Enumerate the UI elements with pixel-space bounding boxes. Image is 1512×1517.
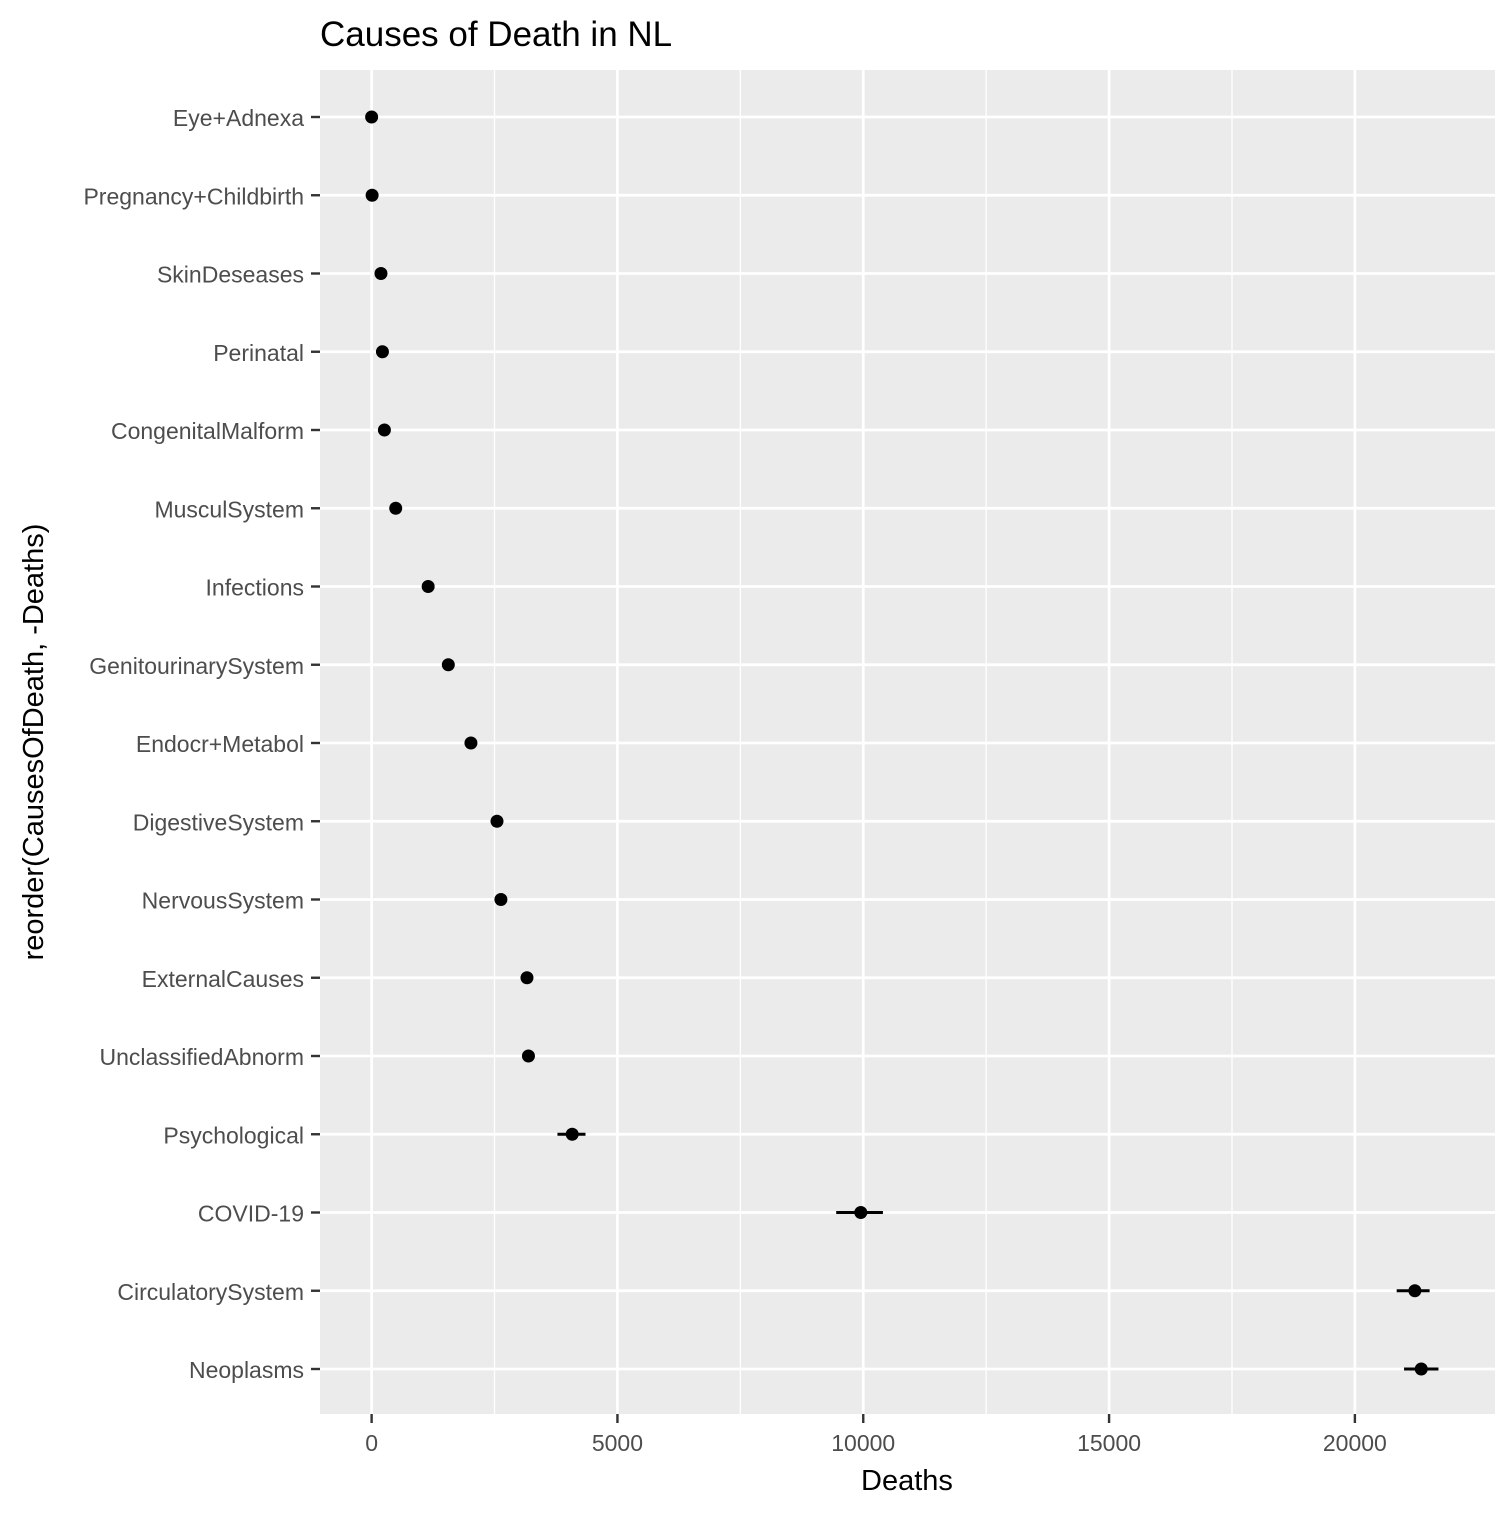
- y-tick-label: UnclassifiedAbnorm: [99, 1044, 304, 1070]
- data-point: [374, 267, 388, 280]
- data-points: [365, 110, 1428, 1376]
- y-tick-label: NervousSystem: [142, 888, 304, 914]
- y-tick-label: Psychological: [163, 1122, 304, 1148]
- data-point: [389, 501, 403, 515]
- y-tick-label: GenitourinarySystem: [89, 653, 304, 679]
- data-point: [1414, 1362, 1428, 1376]
- data-point: [494, 893, 508, 906]
- data-point: [565, 1127, 579, 1141]
- y-tick-label: Eye+Adnexa: [173, 105, 304, 131]
- y-tick-label: Endocr+Metabol: [136, 731, 304, 757]
- y-axis-title: reorder(CausesOfDeath, -Deaths): [18, 524, 50, 961]
- x-tick-label: 5000: [592, 1430, 643, 1456]
- x-tick-label: 20000: [1323, 1430, 1387, 1456]
- y-tick-label: Pregnancy+Childbirth: [83, 183, 304, 209]
- data-point: [1408, 1284, 1422, 1298]
- data-point: [854, 1206, 868, 1219]
- y-tick-label: Neoplasms: [189, 1357, 304, 1383]
- y-tick-label: CirculatorySystem: [117, 1279, 304, 1305]
- x-tick-label: 0: [365, 1430, 378, 1456]
- y-tick-label: SkinDeseases: [157, 262, 304, 288]
- data-point: [521, 1049, 535, 1063]
- y-tick-label: COVID-19: [198, 1201, 304, 1227]
- data-point: [365, 110, 379, 124]
- x-tick-label: 10000: [831, 1430, 895, 1456]
- data-point: [464, 736, 478, 750]
- y-tick-label: Perinatal: [213, 340, 304, 366]
- y-tick-label: DigestiveSystem: [133, 809, 304, 835]
- data-point: [375, 345, 389, 359]
- data-point: [520, 971, 534, 985]
- data-point: [421, 580, 435, 593]
- y-tick-label: Infections: [206, 575, 304, 601]
- x-axis-title: Deaths: [861, 1465, 953, 1497]
- y-tick-label: MusculSystem: [154, 496, 304, 522]
- major-gridlines: [320, 70, 1495, 1414]
- data-point: [490, 814, 504, 828]
- chart-title: Causes of Death in NL: [320, 15, 672, 54]
- y-tick-label: ExternalCauses: [142, 966, 304, 992]
- x-tick-label: 15000: [1077, 1430, 1141, 1456]
- data-point: [377, 423, 391, 437]
- y-tick-label: CongenitalMalform: [111, 418, 304, 444]
- x-axis: 0 5000 10000 15000 20000: [365, 1414, 1387, 1456]
- data-point: [441, 658, 455, 672]
- data-point: [365, 188, 379, 202]
- y-axis: Eye+Adnexa Pregnancy+Childbirth SkinDeseas…: [83, 105, 320, 1383]
